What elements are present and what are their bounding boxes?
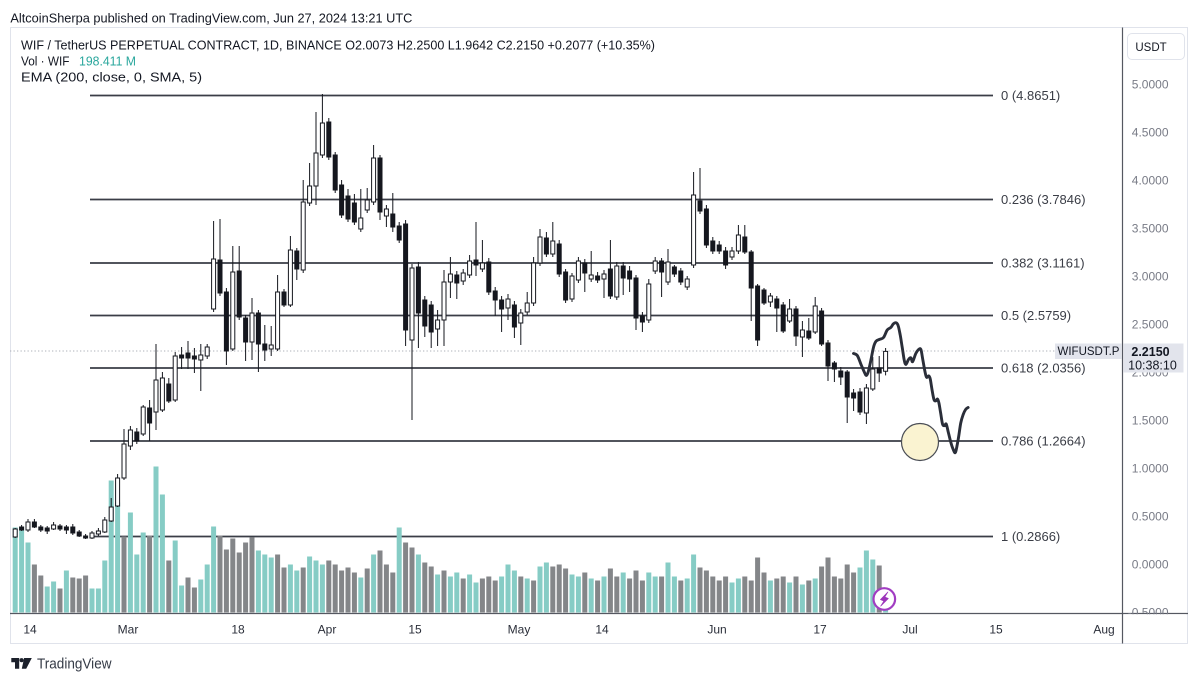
svg-text:10:38:10: 10:38:10 xyxy=(1128,359,1177,373)
svg-text:4.0000: 4.0000 xyxy=(1132,173,1169,187)
svg-text:0.786 (1.2664): 0.786 (1.2664) xyxy=(1001,434,1086,449)
svg-text:4.5000: 4.5000 xyxy=(1132,125,1169,139)
svg-text:0.382 (3.1161): 0.382 (3.1161) xyxy=(1001,256,1085,271)
svg-text:Mar: Mar xyxy=(118,623,139,637)
svg-text:0.618 (2.0356): 0.618 (2.0356) xyxy=(1001,361,1086,376)
svg-text:3.0000: 3.0000 xyxy=(1132,269,1169,283)
svg-text:3.5000: 3.5000 xyxy=(1132,221,1169,235)
svg-text:15: 15 xyxy=(989,623,1003,637)
svg-text:TradingView: TradingView xyxy=(37,656,112,673)
svg-text:198.411 M: 198.411 M xyxy=(79,54,136,69)
svg-text:WIFUSDT.P: WIFUSDT.P xyxy=(1058,346,1120,358)
svg-text:2.5000: 2.5000 xyxy=(1132,317,1169,331)
svg-text:14: 14 xyxy=(595,623,609,637)
svg-text:5.0000: 5.0000 xyxy=(1132,77,1169,91)
svg-text:17: 17 xyxy=(813,623,827,637)
svg-text:1.0000: 1.0000 xyxy=(1132,461,1169,475)
svg-text:1.5000: 1.5000 xyxy=(1132,413,1169,427)
svg-text:0.5 (2.5759): 0.5 (2.5759) xyxy=(1001,308,1071,323)
svg-text:18: 18 xyxy=(231,623,245,637)
svg-text:0.236 (3.7846): 0.236 (3.7846) xyxy=(1001,192,1086,207)
svg-text:0.0000: 0.0000 xyxy=(1132,557,1169,571)
svg-text:Aug: Aug xyxy=(1093,623,1114,637)
svg-text:1 (0.2866): 1 (0.2866) xyxy=(1001,529,1060,544)
svg-text:USDT: USDT xyxy=(1135,42,1166,54)
svg-text:AltcoinSherpa published on Tra: AltcoinSherpa published on TradingView.c… xyxy=(10,11,412,26)
svg-text:EMA (200, close, 0, SMA, 5): EMA (200, close, 0, SMA, 5) xyxy=(21,70,202,85)
svg-text:0.5000: 0.5000 xyxy=(1132,509,1169,523)
svg-text:15: 15 xyxy=(408,623,422,637)
svg-text:Jun: Jun xyxy=(707,623,726,637)
svg-text:WIF / TetherUS PERPETUAL CONTR: WIF / TetherUS PERPETUAL CONTRACT, 1D, B… xyxy=(21,38,655,53)
svg-text:May: May xyxy=(508,623,531,637)
svg-text:2.2150: 2.2150 xyxy=(1131,345,1169,359)
svg-text:Vol · WIF: Vol · WIF xyxy=(21,54,70,69)
svg-text:14: 14 xyxy=(23,623,37,637)
svg-text:Apr: Apr xyxy=(318,623,337,637)
svg-text:Jul: Jul xyxy=(902,623,917,637)
svg-text:0 (4.8651): 0 (4.8651) xyxy=(1001,88,1060,103)
